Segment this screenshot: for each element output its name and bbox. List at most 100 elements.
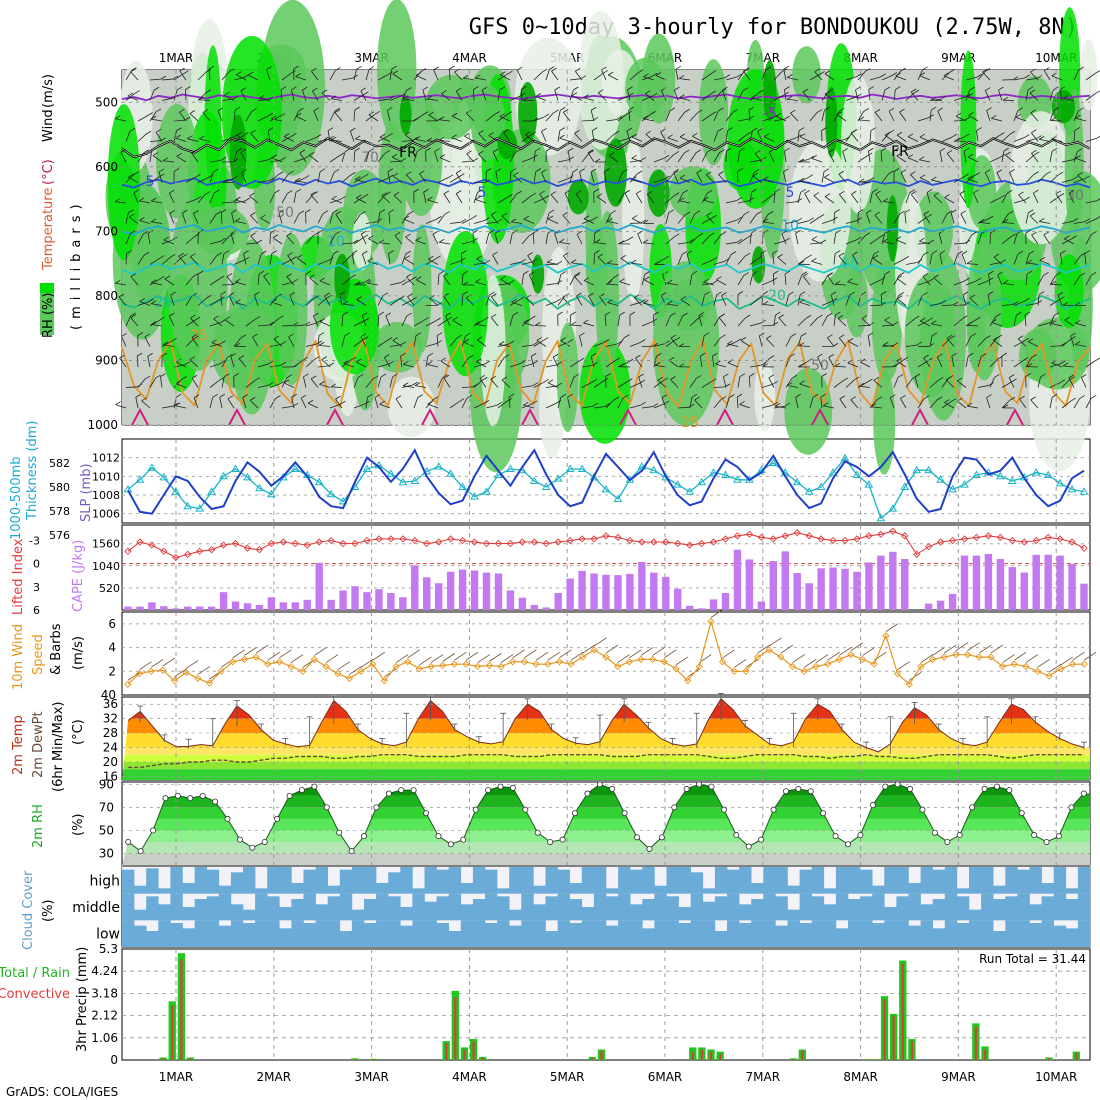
wind-barb — [331, 98, 343, 101]
cloud-cell-middle — [702, 901, 716, 921]
wind-barb-flag — [534, 322, 541, 326]
wind-barb-flag — [191, 374, 198, 379]
wind-barb — [545, 212, 550, 224]
wind-barb — [509, 193, 517, 204]
cape-bar — [172, 608, 180, 610]
wind-barb-flag — [291, 132, 297, 137]
wind-barb — [727, 343, 739, 347]
wind-barb-flag — [139, 298, 145, 302]
wind-speed-marker — [963, 651, 972, 659]
wind-barb-flag — [556, 298, 562, 302]
wind-barb-flag — [213, 315, 219, 320]
wind-barb-flag — [556, 382, 563, 387]
wind-barb-flag — [653, 311, 659, 316]
wind-barb-flag — [491, 313, 497, 318]
wind-barb — [703, 199, 715, 204]
wind-barb-flag — [992, 336, 999, 341]
wind-barb-flag — [744, 252, 751, 257]
wind-barb-flag — [668, 209, 674, 214]
wind-barb — [437, 319, 448, 327]
contour-label--5: -5 — [763, 106, 777, 122]
wind-barb — [619, 281, 631, 286]
wind-barb — [601, 69, 607, 81]
wind-barb-flag — [395, 395, 402, 400]
wind-barb-flag — [172, 402, 179, 407]
wind-barb-flag — [179, 108, 185, 113]
cloud-cell-low — [1005, 920, 1018, 947]
wind-barb-flag — [900, 395, 906, 399]
wind-barb-flag — [691, 270, 698, 275]
rh-shade-blob — [698, 59, 729, 166]
wind-barb-flag — [805, 315, 812, 319]
wind-barb-flag — [588, 292, 594, 297]
cape-bar — [733, 549, 742, 610]
wind-barb-flag — [536, 337, 543, 341]
wind-barb-flag — [1059, 379, 1066, 384]
wind-barb — [426, 140, 439, 142]
cloud-cell-middle — [932, 899, 946, 921]
wind-barb-flag — [827, 334, 833, 339]
precip-convective-bar — [180, 959, 183, 1060]
precip-tick-0: 0 — [110, 1053, 118, 1067]
wind-barb — [473, 363, 485, 368]
wind-barb — [341, 359, 351, 368]
wind-barb — [953, 176, 964, 183]
wind-barb-flag — [541, 128, 547, 132]
wind-barb-flag — [583, 277, 590, 281]
wind-barb-flag — [494, 230, 500, 234]
cape-bar — [446, 571, 455, 610]
lifted-index-marker — [1032, 536, 1040, 545]
wind-barb-flag — [280, 156, 287, 161]
wind-barb-flag — [388, 95, 395, 100]
rh-shade-blob — [156, 103, 198, 219]
cape-bar — [745, 559, 754, 610]
wind-barb-flag — [288, 170, 294, 175]
wind-barb-flag — [735, 338, 742, 343]
wind-barb-flag — [405, 171, 412, 176]
wind-barb — [231, 212, 235, 224]
wind-barb-flag — [916, 259, 923, 263]
rh-marker — [770, 806, 777, 813]
cloud-cell-high — [678, 867, 691, 894]
wind-barb-flag — [834, 250, 841, 254]
wind-barb-flag — [412, 136, 419, 141]
wind-barb — [701, 152, 708, 163]
wind-barb — [449, 176, 460, 183]
wind-barb — [185, 276, 194, 286]
wind-barb-flag — [411, 296, 417, 301]
wind-barb — [545, 112, 554, 122]
wind-barb-flag — [368, 235, 374, 239]
wind-barb — [973, 192, 979, 204]
wind-barb-flag — [406, 273, 412, 278]
wind-barb — [1075, 117, 1087, 122]
contour-label-25: 25 — [681, 415, 699, 431]
wind-barb-flag — [462, 270, 469, 275]
precip-convective-bar — [372, 1059, 375, 1060]
wind-barb — [593, 380, 604, 388]
wind-barb-flag — [541, 169, 547, 173]
wind-barb — [252, 336, 259, 347]
wind-barb — [713, 234, 721, 245]
wind-speed-marker — [520, 658, 528, 666]
wind-barb-flag — [711, 378, 717, 383]
rh-band — [122, 853, 1090, 865]
rh-tick-50: 50 — [99, 823, 114, 837]
wind-barb-flag — [632, 215, 638, 219]
wind-10m-barb — [839, 647, 852, 656]
cloud-cell-middle — [787, 909, 800, 921]
wind-barb-flag — [914, 315, 920, 320]
cloud-cell-high — [364, 867, 377, 894]
wind-barb-flag — [890, 394, 896, 399]
wind-barb-flag — [318, 342, 325, 346]
wind-barb-flag — [1062, 95, 1069, 99]
rh-marker — [1080, 790, 1087, 797]
cloud-cell-high — [569, 883, 583, 894]
cloud-cell-middle — [364, 899, 377, 921]
wind-barb-flag — [150, 218, 157, 223]
wind-barb-flag — [313, 107, 320, 112]
wind-barb — [655, 364, 667, 368]
wind-barb — [245, 111, 252, 122]
wind-barb — [151, 118, 163, 122]
wind-barb-flag — [271, 154, 278, 159]
cloud-cell-middle — [472, 899, 486, 921]
